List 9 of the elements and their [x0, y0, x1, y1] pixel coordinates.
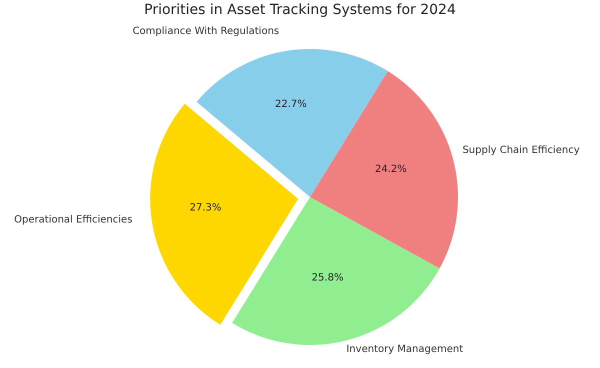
slice-label: Operational Efficiencies	[14, 214, 132, 226]
chart-title: Priorities in Asset Tracking Systems for 2024	[143, 2, 457, 18]
slice-label: Supply Chain Efficiency	[462, 145, 580, 156]
data-label: 27.3%	[190, 202, 222, 214]
slice-label: Inventory Management	[346, 344, 464, 355]
slice-label: Compliance With Regulations	[132, 26, 280, 37]
data-label: 22.7%	[275, 98, 307, 110]
data-label: 25.8%	[312, 272, 344, 284]
data-label: 24.2%	[374, 164, 407, 175]
